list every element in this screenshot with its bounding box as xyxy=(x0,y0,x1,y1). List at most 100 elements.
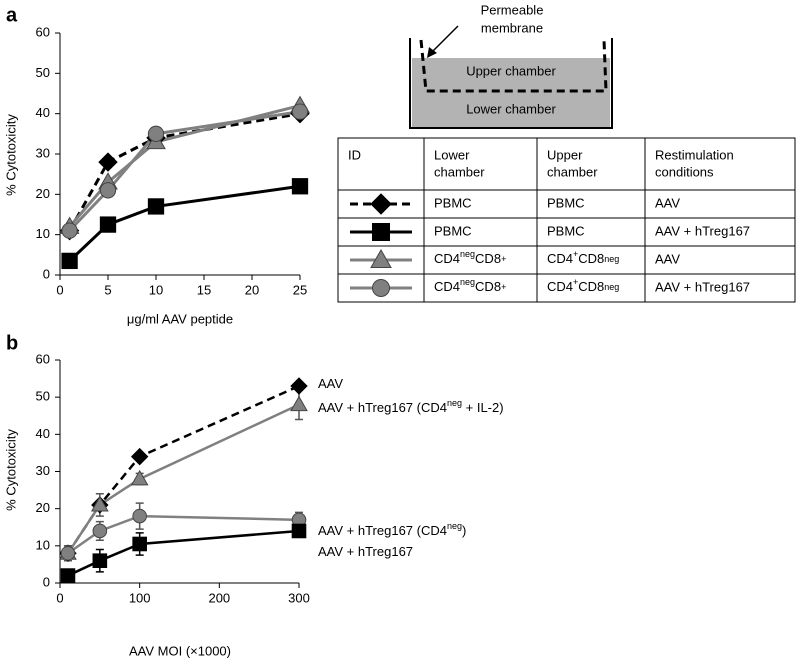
y-axis-label: % Cytotoxicity xyxy=(3,429,18,511)
x-tick-label: 5 xyxy=(104,282,111,297)
text-segment: CD4 xyxy=(547,251,573,266)
table-cell: CD4+CD8neg xyxy=(547,277,619,294)
series-line xyxy=(66,403,300,554)
y-tick-label: 20 xyxy=(36,186,50,201)
text-segment: + xyxy=(501,254,506,264)
table-cell: CD4negCD8+ xyxy=(434,277,506,294)
marker xyxy=(147,125,165,142)
text-segment: AAV xyxy=(318,376,343,391)
text-segment: neg xyxy=(460,277,475,287)
chamber-fill xyxy=(412,58,610,128)
y-tick-label: 50 xyxy=(36,65,50,80)
series-label: AAV + hTreg167 (CD4neg) xyxy=(318,521,466,538)
well xyxy=(409,38,613,129)
y-tick-label: 60 xyxy=(36,24,50,39)
x-tick-label: 0 xyxy=(56,282,63,297)
text-segment: CD8 xyxy=(475,251,501,266)
table-cell: AAV xyxy=(655,251,680,266)
legend-marker xyxy=(372,223,390,241)
y-tick-label: 10 xyxy=(36,226,50,241)
legend-marker xyxy=(370,193,392,215)
marker xyxy=(99,216,117,233)
marker xyxy=(61,222,78,239)
x-axis-label: μg/ml AAV peptide xyxy=(127,311,233,326)
marker xyxy=(290,377,308,395)
y-tick-label: 30 xyxy=(36,463,50,478)
text-segment: CD8 xyxy=(578,251,604,266)
series-line xyxy=(68,184,301,262)
table-cell: CD4negCD8+ xyxy=(434,249,506,266)
text-segment: CD4 xyxy=(434,251,460,266)
arrow xyxy=(429,25,459,55)
y-tick-label: 0 xyxy=(43,574,50,589)
marker xyxy=(291,523,307,539)
text-segment: CD8 xyxy=(578,279,604,294)
table-cell: PBMC xyxy=(547,195,585,210)
table-cell: PBMC xyxy=(547,223,585,238)
panel-label: b xyxy=(6,332,18,354)
marker xyxy=(60,545,76,561)
y-tick-label: 40 xyxy=(36,105,50,120)
table-header: Lower xyxy=(434,147,470,162)
table-border xyxy=(337,137,796,303)
table-header: ID xyxy=(348,147,361,162)
y-tick-label: 40 xyxy=(36,426,50,441)
marker xyxy=(92,523,108,539)
x-tick-label: 100 xyxy=(129,590,151,605)
table-header: conditions xyxy=(655,164,714,179)
text-segment: neg xyxy=(447,521,462,531)
marker xyxy=(92,553,108,569)
marker xyxy=(130,469,149,486)
text-segment: neg xyxy=(604,282,619,292)
marker xyxy=(132,508,147,524)
y-tick-label: 0 xyxy=(43,266,50,281)
marker xyxy=(60,568,76,583)
text-segment: + IL-2) xyxy=(462,400,504,415)
text-segment: CD4 xyxy=(547,279,573,294)
chamber-label: Upper chamber xyxy=(466,63,556,78)
marker xyxy=(90,495,109,512)
table-header: Upper xyxy=(547,147,583,162)
table-cell: PBMC xyxy=(434,195,472,210)
text-segment: neg xyxy=(604,254,619,264)
marker xyxy=(291,178,309,195)
text-segment: neg xyxy=(460,249,475,259)
series-label: AAV + hTreg167 (CD4neg + IL-2) xyxy=(318,398,504,415)
series-label: AAV xyxy=(318,376,343,391)
panel-label: a xyxy=(6,4,18,26)
marker xyxy=(290,395,308,412)
series-line xyxy=(68,112,301,232)
marker xyxy=(61,252,78,270)
text-segment: neg xyxy=(447,398,462,408)
text-segment: ) xyxy=(462,523,466,538)
marker xyxy=(98,152,118,172)
membrane-label: Permeable xyxy=(481,2,544,17)
y-tick-label: 30 xyxy=(36,145,50,160)
text-segment: AAV + hTreg167 (CD4 xyxy=(318,400,447,415)
marker xyxy=(99,182,117,199)
marker xyxy=(132,536,147,552)
text-segment: + xyxy=(573,249,578,259)
x-tick-label: 10 xyxy=(149,282,163,297)
y-tick-label: 20 xyxy=(36,500,50,515)
chamber-label: Lower chamber xyxy=(466,101,556,116)
text-segment: AAV + hTreg167 (CD4 xyxy=(318,523,447,538)
marker xyxy=(130,447,149,466)
x-tick-label: 25 xyxy=(293,282,307,297)
table-header: chamber xyxy=(434,164,485,179)
marker xyxy=(291,103,309,120)
y-axis-label: % Cytotoxicity xyxy=(3,114,18,196)
y-tick-label: 10 xyxy=(36,537,50,552)
membrane-label: membrane xyxy=(481,20,543,35)
legend-marker xyxy=(372,279,390,297)
x-axis-label: AAV MOI (×1000) xyxy=(129,643,231,658)
text-segment: + xyxy=(501,282,506,292)
series-line xyxy=(67,514,300,555)
table-header: Restimulation xyxy=(655,147,734,162)
series-label: AAV + hTreg167 xyxy=(318,544,413,559)
table-cell: AAV + hTreg167 xyxy=(655,223,750,238)
x-tick-label: 0 xyxy=(56,590,63,605)
table-cell: PBMC xyxy=(434,223,472,238)
table-cell: AAV + hTreg167 xyxy=(655,279,750,294)
